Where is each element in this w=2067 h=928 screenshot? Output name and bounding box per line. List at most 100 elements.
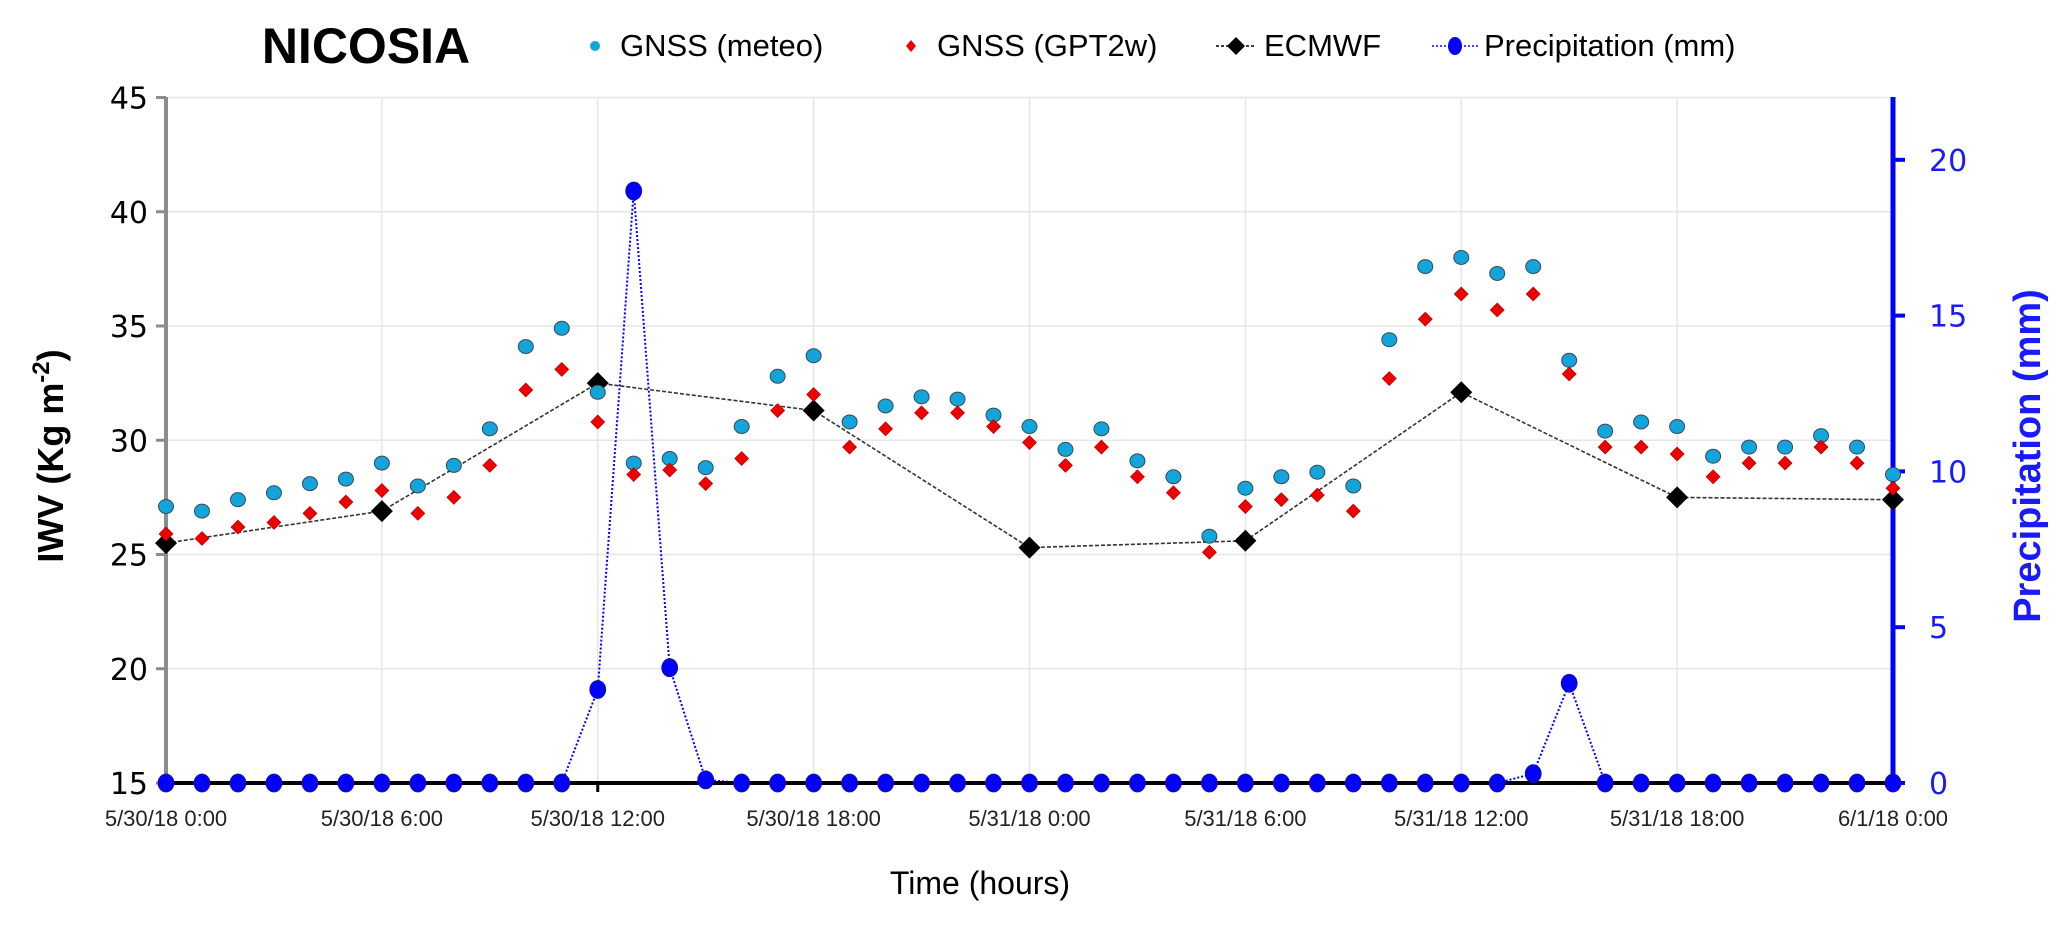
y-axis-title-superscript: -2 — [28, 361, 55, 382]
precipitation-point — [1200, 773, 1218, 793]
precipitation-point — [553, 773, 571, 793]
gnss-gpt2w-point — [950, 405, 965, 421]
gnss-gpt2w-point — [1130, 469, 1145, 485]
gnss-gpt2w-point — [734, 451, 750, 466]
gnss-meteo-point — [1309, 464, 1326, 480]
x-tick-label: 6/1/18 0:00 — [1838, 806, 1948, 831]
y-axis-title-main: IWV (Kg m — [30, 383, 71, 563]
gnss-gpt2w-point — [1885, 480, 1901, 496]
precipitation-point — [661, 658, 679, 678]
gnss-gpt2w-point — [482, 457, 498, 473]
gnss-meteo-point — [1489, 265, 1506, 281]
gnss-gpt2w-point — [842, 439, 858, 455]
y-tick-label: 20 — [110, 653, 148, 688]
gnss-gpt2w-point — [1237, 499, 1253, 514]
gnss-gpt2w-point — [1525, 286, 1541, 302]
precipitation-point — [1884, 773, 1902, 793]
precipitation-point — [1452, 773, 1470, 793]
x-tick-label: 5/31/18 6:00 — [1184, 806, 1306, 831]
gnss-meteo-point — [1417, 259, 1434, 275]
precipitation-point — [517, 773, 535, 793]
precipitation-point — [985, 773, 1002, 793]
gnss-gpt2w-point — [1453, 286, 1469, 302]
gnss-gpt2w-point — [590, 414, 606, 430]
left-y-ticks: 15 20 25 30 35 40 45 — [110, 82, 166, 802]
legend-diamond-icon — [1227, 37, 1245, 55]
gnss-meteo-point — [193, 503, 210, 519]
gnss-gpt2w-point — [1561, 366, 1577, 382]
gnss-gpt2w-point — [1849, 455, 1865, 471]
gnss-meteo-point — [1633, 414, 1650, 430]
gnss-gpt2w-point — [770, 403, 786, 418]
gnss-gpt2w-point — [1309, 487, 1325, 503]
gnss-gpt2w-point — [158, 526, 174, 542]
ecmwf-point — [370, 500, 393, 523]
precipitation-point — [805, 773, 823, 793]
gnss-meteo-point — [1057, 441, 1074, 457]
gnss-meteo-point — [1561, 352, 1578, 368]
x-tick-label: 5/30/18 12:00 — [530, 806, 665, 831]
gnss-gpt2w-point — [410, 505, 426, 521]
gnss-meteo-point — [589, 384, 606, 400]
series-gnss-meteo — [158, 249, 1901, 544]
gnss-meteo-point — [229, 492, 246, 508]
ecmwf-point — [1666, 486, 1689, 509]
gnss-meteo-point — [1021, 419, 1038, 435]
y2-tick-label: 15 — [1929, 300, 1967, 335]
gnss-meteo-point — [158, 499, 174, 515]
precipitation-point — [1596, 773, 1614, 793]
gnss-gpt2w-point — [1597, 439, 1613, 455]
gnss-gpt2w-point — [986, 419, 1001, 434]
gnss-meteo-point — [733, 419, 750, 435]
gnss-meteo-point — [409, 478, 426, 494]
gnss-gpt2w-point — [1489, 302, 1505, 318]
precipitation-point — [1129, 773, 1146, 793]
gnss-gpt2w-point — [626, 467, 642, 482]
gnss-gpt2w-point — [662, 462, 678, 478]
precipitation-point — [1272, 773, 1290, 793]
legend-label: Precipitation (mm) — [1484, 28, 1736, 63]
precipitation-point — [769, 773, 787, 793]
legend-diamond-icon — [906, 40, 916, 52]
ecmwf-point — [1018, 536, 1041, 559]
precipitation-point — [301, 773, 319, 793]
gnss-meteo-point — [373, 455, 390, 471]
ecmwf-point — [802, 399, 825, 422]
gnss-gpt2w-point — [1165, 485, 1181, 501]
gnss-meteo-point — [1849, 439, 1866, 455]
precipitation-point — [625, 181, 643, 201]
gnss-meteo-point — [877, 398, 894, 414]
precipitation-point — [1093, 773, 1110, 793]
y-axis-title: IWV (Kg m-2) — [28, 349, 71, 562]
gnss-meteo-point — [1165, 469, 1182, 485]
precipitation-point — [1812, 773, 1830, 793]
gnss-gpt2w-point — [1777, 455, 1793, 471]
gnss-gpt2w-point — [1345, 503, 1361, 519]
y2-tick-label: 0 — [1929, 767, 1948, 802]
precipitation-point — [841, 773, 859, 793]
precipitation-point — [1488, 773, 1506, 793]
gnss-meteo-point — [301, 476, 318, 492]
precipitation-point — [1236, 773, 1254, 793]
precipitation-point — [733, 773, 751, 793]
precipitation-point — [1632, 773, 1650, 793]
gnss-gpt2w-point — [698, 476, 714, 492]
legend-item-gnss-meteo: GNSS (meteo) — [590, 28, 823, 63]
y-tick-label: 40 — [110, 196, 148, 231]
gnss-gpt2w-point — [1669, 446, 1685, 462]
legend-circle-icon — [1448, 37, 1462, 55]
gridlines — [166, 96, 1893, 783]
gnss-meteo-point — [697, 460, 714, 476]
precipitation-point — [1021, 773, 1038, 793]
gnss-gpt2w-point — [1813, 439, 1829, 455]
y2-axis-title: Precipitation (mm) — [2007, 289, 2049, 623]
gnss-meteo-point — [1345, 478, 1362, 494]
gnss-meteo-point — [1669, 419, 1686, 435]
right-y-ticks: 0 5 10 15 20 — [1893, 144, 1967, 802]
precipitation-point — [1704, 773, 1722, 793]
y-axis-title-close: ) — [30, 349, 71, 361]
gnss-meteo-point — [1129, 453, 1146, 469]
precipitation-point — [1740, 773, 1758, 793]
precipitation-point — [1416, 773, 1434, 793]
